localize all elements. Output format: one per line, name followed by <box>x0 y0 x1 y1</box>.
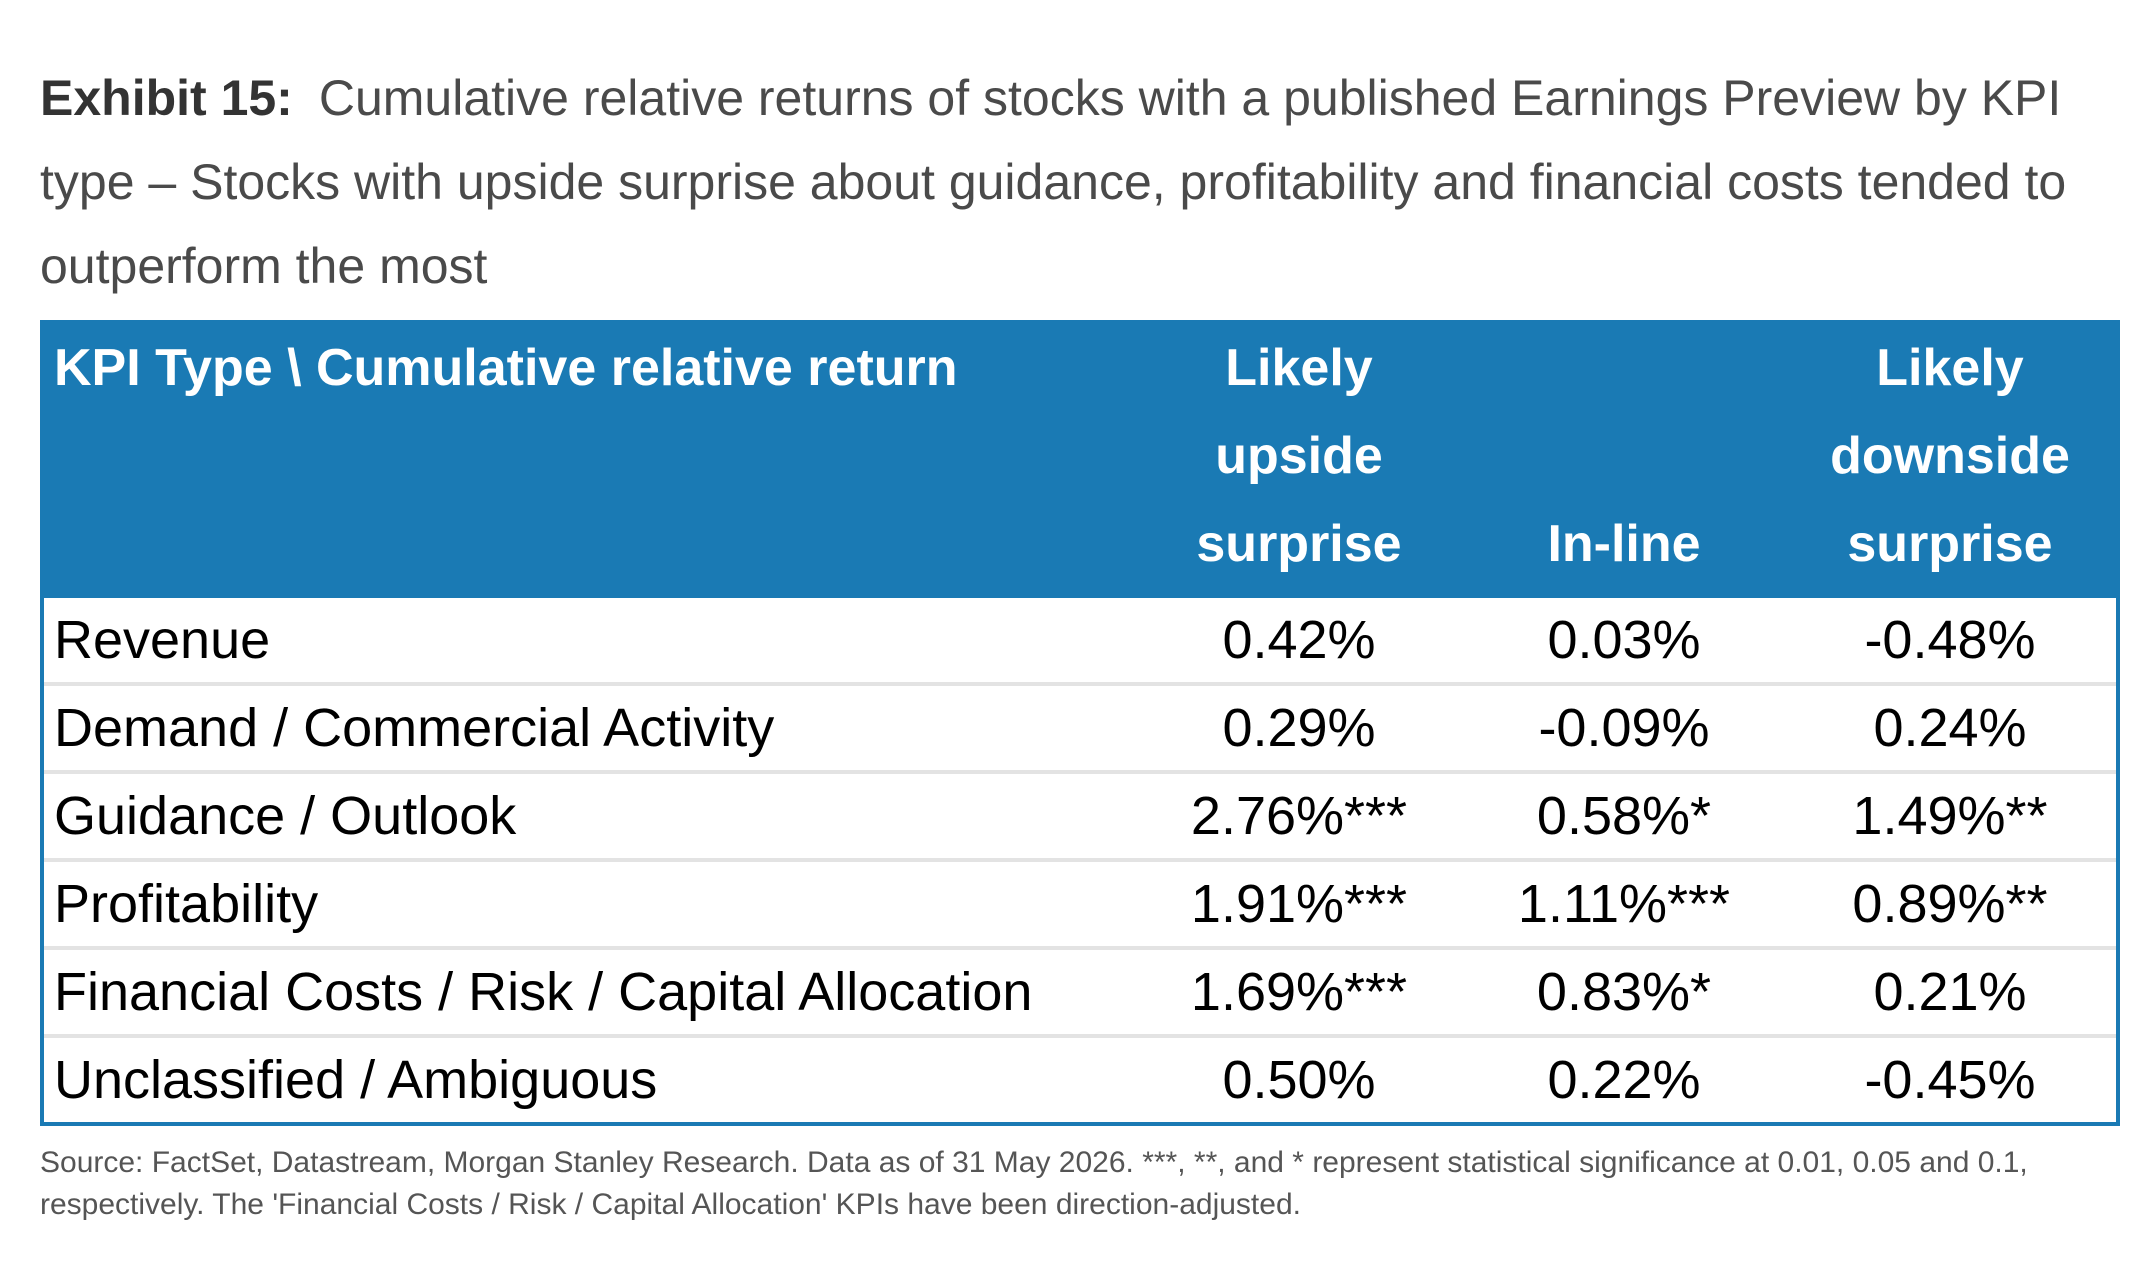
cell-downside: 0.24% <box>1784 682 2116 772</box>
cell-upside: 1.91%*** <box>1134 858 1464 948</box>
cell-upside: 0.42% <box>1222 610 1376 670</box>
header-likely-downside: Likely downside surprise <box>1830 339 2070 573</box>
cell-inline: 0.83%* <box>1464 946 1784 1036</box>
table-row: Unclassified / Ambiguous 0.50% 0.22% -0.… <box>44 1034 2116 1122</box>
table-row: Revenue 0.42% 0.03% -0.48% <box>44 598 2116 684</box>
cell-downside: -0.45% <box>1784 1034 2116 1122</box>
cell-downside: 0.89%** <box>1784 858 2116 948</box>
row-kpi-label: Demand / Commercial Activity <box>44 682 1134 772</box>
kpi-returns-table: KPI Type \ Cumulative relative return Li… <box>40 320 2120 1126</box>
cell-inline: -0.09% <box>1464 682 1784 772</box>
cell-inline: 0.58%* <box>1464 770 1784 860</box>
exhibit-caption: Cumulative relative returns of stocks wi… <box>40 70 2067 294</box>
exhibit-title: Exhibit 15: Cumulative relative returns o… <box>40 56 2100 308</box>
cell-downside: 0.21% <box>1784 946 2116 1036</box>
cell-upside: 0.29% <box>1134 682 1464 772</box>
source-note: Source: FactSet, Datastream, Morgan Stan… <box>40 1146 2028 1221</box>
row-kpi-label: Financial Costs / Risk / Capital Allocat… <box>44 946 1134 1036</box>
table-row: Guidance / Outlook 2.76%*** 0.58%* 1.49%… <box>44 770 2116 860</box>
header-kpi-type: KPI Type \ Cumulative relative return <box>54 339 958 397</box>
cell-downside: 1.49%** <box>1784 770 2116 860</box>
row-kpi-label: Guidance / Outlook <box>44 770 1134 860</box>
cell-inline: 0.03% <box>1547 610 1701 670</box>
cell-downside: -0.48% <box>1864 610 2036 670</box>
cell-upside: 2.76%*** <box>1134 770 1464 860</box>
row-kpi-label: Revenue <box>54 610 271 670</box>
row-kpi-label: Profitability <box>44 858 1134 948</box>
cell-upside: 0.50% <box>1134 1034 1464 1122</box>
table-row: Demand / Commercial Activity 0.29% -0.09… <box>44 682 2116 772</box>
table-row: Financial Costs / Risk / Capital Allocat… <box>44 946 2116 1036</box>
cell-inline: 0.22% <box>1464 1034 1784 1122</box>
table-row: Profitability 1.91%*** 1.11%*** 0.89%** <box>44 858 2116 948</box>
table-header-row: KPI Type \ Cumulative relative return Li… <box>44 324 2116 598</box>
cell-inline: 1.11%*** <box>1464 858 1784 948</box>
row-kpi-label: Unclassified / Ambiguous <box>44 1034 1134 1122</box>
header-likely-upside: Likely upside surprise <box>1196 339 1402 573</box>
exhibit-label: Exhibit 15: <box>40 70 293 126</box>
header-in-line: In-line <box>1547 515 1701 573</box>
cell-upside: 1.69%*** <box>1134 946 1464 1036</box>
